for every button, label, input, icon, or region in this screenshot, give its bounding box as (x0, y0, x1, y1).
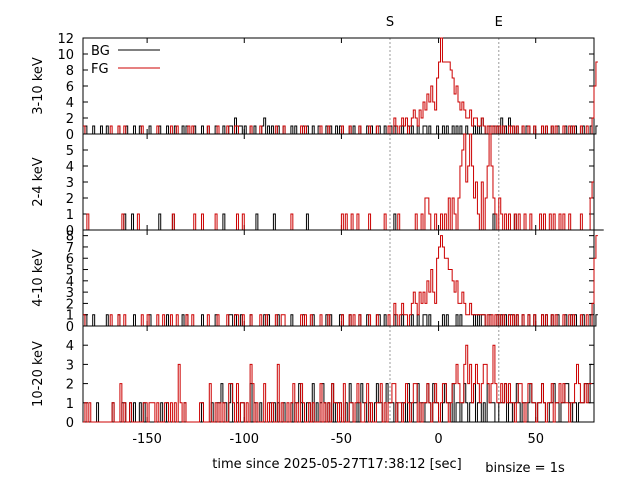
binsize-label: binsize = 1s (485, 461, 565, 476)
y-tick-label: 0 (66, 416, 74, 431)
y-tick-label: 5 (66, 264, 74, 279)
y-tick-label: 3 (66, 176, 74, 191)
y-tick-label: 8 (66, 230, 74, 245)
x-tick-label: 0 (434, 432, 442, 447)
legend-label: BG (91, 44, 110, 59)
y-tick-label: 3 (66, 286, 74, 301)
y-tick-label: 7 (66, 241, 74, 256)
y-tick-label: 2 (66, 112, 74, 127)
y-axis-label: 10-20 keV (31, 341, 46, 407)
x-axis-label: time since 2025-05-27T17:38:12 [sec] (212, 457, 461, 472)
series-fg (83, 235, 598, 327)
y-tick-label: 1 (66, 309, 74, 324)
panel-frame (82, 133, 595, 231)
y-tick-label: 4 (66, 96, 74, 111)
panel-4: 0 1 2 3 4 -150 -100 -50 0 50 10-20 keV (31, 325, 595, 447)
y-axis-label: 2-4 keV (31, 157, 46, 206)
x-tick-label: 50 (527, 432, 544, 447)
series-bg (83, 314, 598, 327)
marker-label: S (386, 15, 394, 30)
y-tick-label: 1 (66, 208, 74, 223)
panel-frame (82, 325, 595, 423)
y-tick-label: 8 (66, 64, 74, 79)
y-tick-label: 10 (57, 48, 74, 63)
y-tick-label: 2 (66, 192, 74, 207)
series-fg (83, 344, 593, 423)
y-tick-label: 6 (66, 80, 74, 95)
y-tick-label: 3 (66, 358, 74, 373)
y-axis-label: 4-10 keV (31, 249, 46, 307)
y-tick-label: 1 (66, 397, 74, 412)
y-tick-label: 2 (66, 378, 74, 393)
x-tick-label: -150 (132, 432, 162, 447)
y-tick-label: 0 (66, 128, 74, 143)
y-tick-label: 4 (66, 160, 74, 175)
marker-label: E (495, 15, 503, 30)
x-tick-label: -50 (331, 432, 352, 447)
y-tick-label: 4 (66, 339, 74, 354)
y-tick-label: 4 (66, 275, 74, 290)
y-axis-label: 3-10 keV (31, 57, 46, 115)
legend-label: FG (91, 62, 109, 77)
legend: BG FG (91, 44, 160, 77)
y-tick-label: 0 (66, 224, 74, 239)
series-bg (83, 117, 598, 135)
panel-frame (82, 229, 595, 327)
y-tick-label: 5 (66, 144, 74, 159)
y-tick-label: 0 (66, 320, 74, 335)
x-tick-label: -100 (230, 432, 260, 447)
y-tick-label: 12 (57, 32, 74, 47)
y-tick-label: 6 (66, 252, 74, 267)
panel-frame (82, 37, 595, 135)
y-tick-label: 2 (66, 297, 74, 312)
series-fg (83, 37, 598, 135)
series-fg (83, 133, 594, 231)
